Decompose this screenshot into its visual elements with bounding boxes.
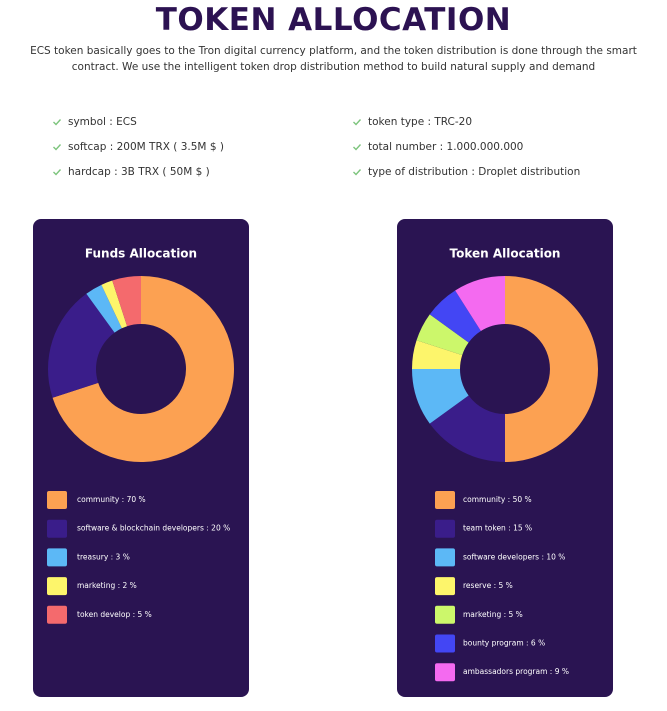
- feature-text: type of distribution : Droplet distribut…: [368, 166, 580, 178]
- donut-segment: [52, 276, 234, 462]
- check-icon: [53, 119, 62, 126]
- legend-swatch: [47, 548, 67, 567]
- legend-swatch: [47, 577, 67, 596]
- check-icon: [353, 119, 362, 126]
- legend-swatch: [47, 491, 67, 509]
- legend-label: team token : 15 %: [463, 524, 532, 533]
- feature-text: symbol : ECS: [68, 116, 137, 128]
- chart-title: Funds Allocation: [85, 247, 197, 261]
- legend-label: marketing : 5 %: [463, 610, 523, 619]
- check-icon: [353, 144, 362, 151]
- legend-swatch: [435, 577, 455, 596]
- legend-label: marketing : 2 %: [77, 581, 137, 590]
- legend-label: token develop : 5 %: [77, 610, 152, 619]
- legend-swatch: [47, 519, 67, 538]
- check-icon: [53, 144, 62, 151]
- legend-swatch: [435, 605, 455, 624]
- legend-label: ambassadors program : 9 %: [463, 667, 569, 676]
- feature-text: hardcap : 3B TRX ( 50M $ ): [68, 166, 210, 178]
- legend-swatch: [435, 491, 455, 509]
- legend-swatch: [47, 605, 67, 624]
- donut-segment: [86, 284, 122, 333]
- check-icon: [53, 169, 62, 176]
- page-title: TOKEN ALLOCATION: [155, 2, 512, 38]
- description: ECS token basically goes to the Tron dig…: [30, 45, 637, 57]
- check-icon: [353, 169, 362, 176]
- donut-segment: [416, 314, 469, 356]
- legend-swatch: [435, 663, 455, 682]
- legend-swatch: [435, 519, 455, 538]
- description: contract. We use the intelligent token d…: [71, 61, 596, 73]
- legend-label: reserve : 5 %: [463, 581, 513, 590]
- feature-text: token type : TRC-20: [368, 116, 472, 128]
- legend-label: software & blockchain developers : 20 %: [77, 524, 230, 533]
- feature-text: total number : 1.000.000.000: [368, 141, 523, 153]
- donut-segment: [412, 369, 469, 424]
- donut-segment: [429, 395, 505, 462]
- donut-segment: [412, 340, 463, 369]
- donut-segment: [505, 276, 598, 462]
- feature-text: softcap : 200M TRX ( 3.5M $ ): [68, 141, 224, 153]
- donut-segment: [429, 290, 481, 343]
- donut-segment: [455, 276, 505, 332]
- legend-label: software developers : 10 %: [463, 552, 565, 561]
- donut-segment: [101, 280, 128, 329]
- legend-label: treasury : 3 %: [77, 552, 130, 561]
- donut-segment: [47, 293, 115, 398]
- legend-swatch: [435, 548, 455, 567]
- legend-label: bounty program : 6 %: [463, 639, 545, 648]
- legend-label: community : 70 %: [77, 495, 146, 504]
- legend-swatch: [435, 634, 455, 653]
- legend-label: community : 50 %: [463, 495, 532, 504]
- chart-title: Token Allocation: [450, 247, 561, 261]
- donut-segment: [112, 276, 141, 327]
